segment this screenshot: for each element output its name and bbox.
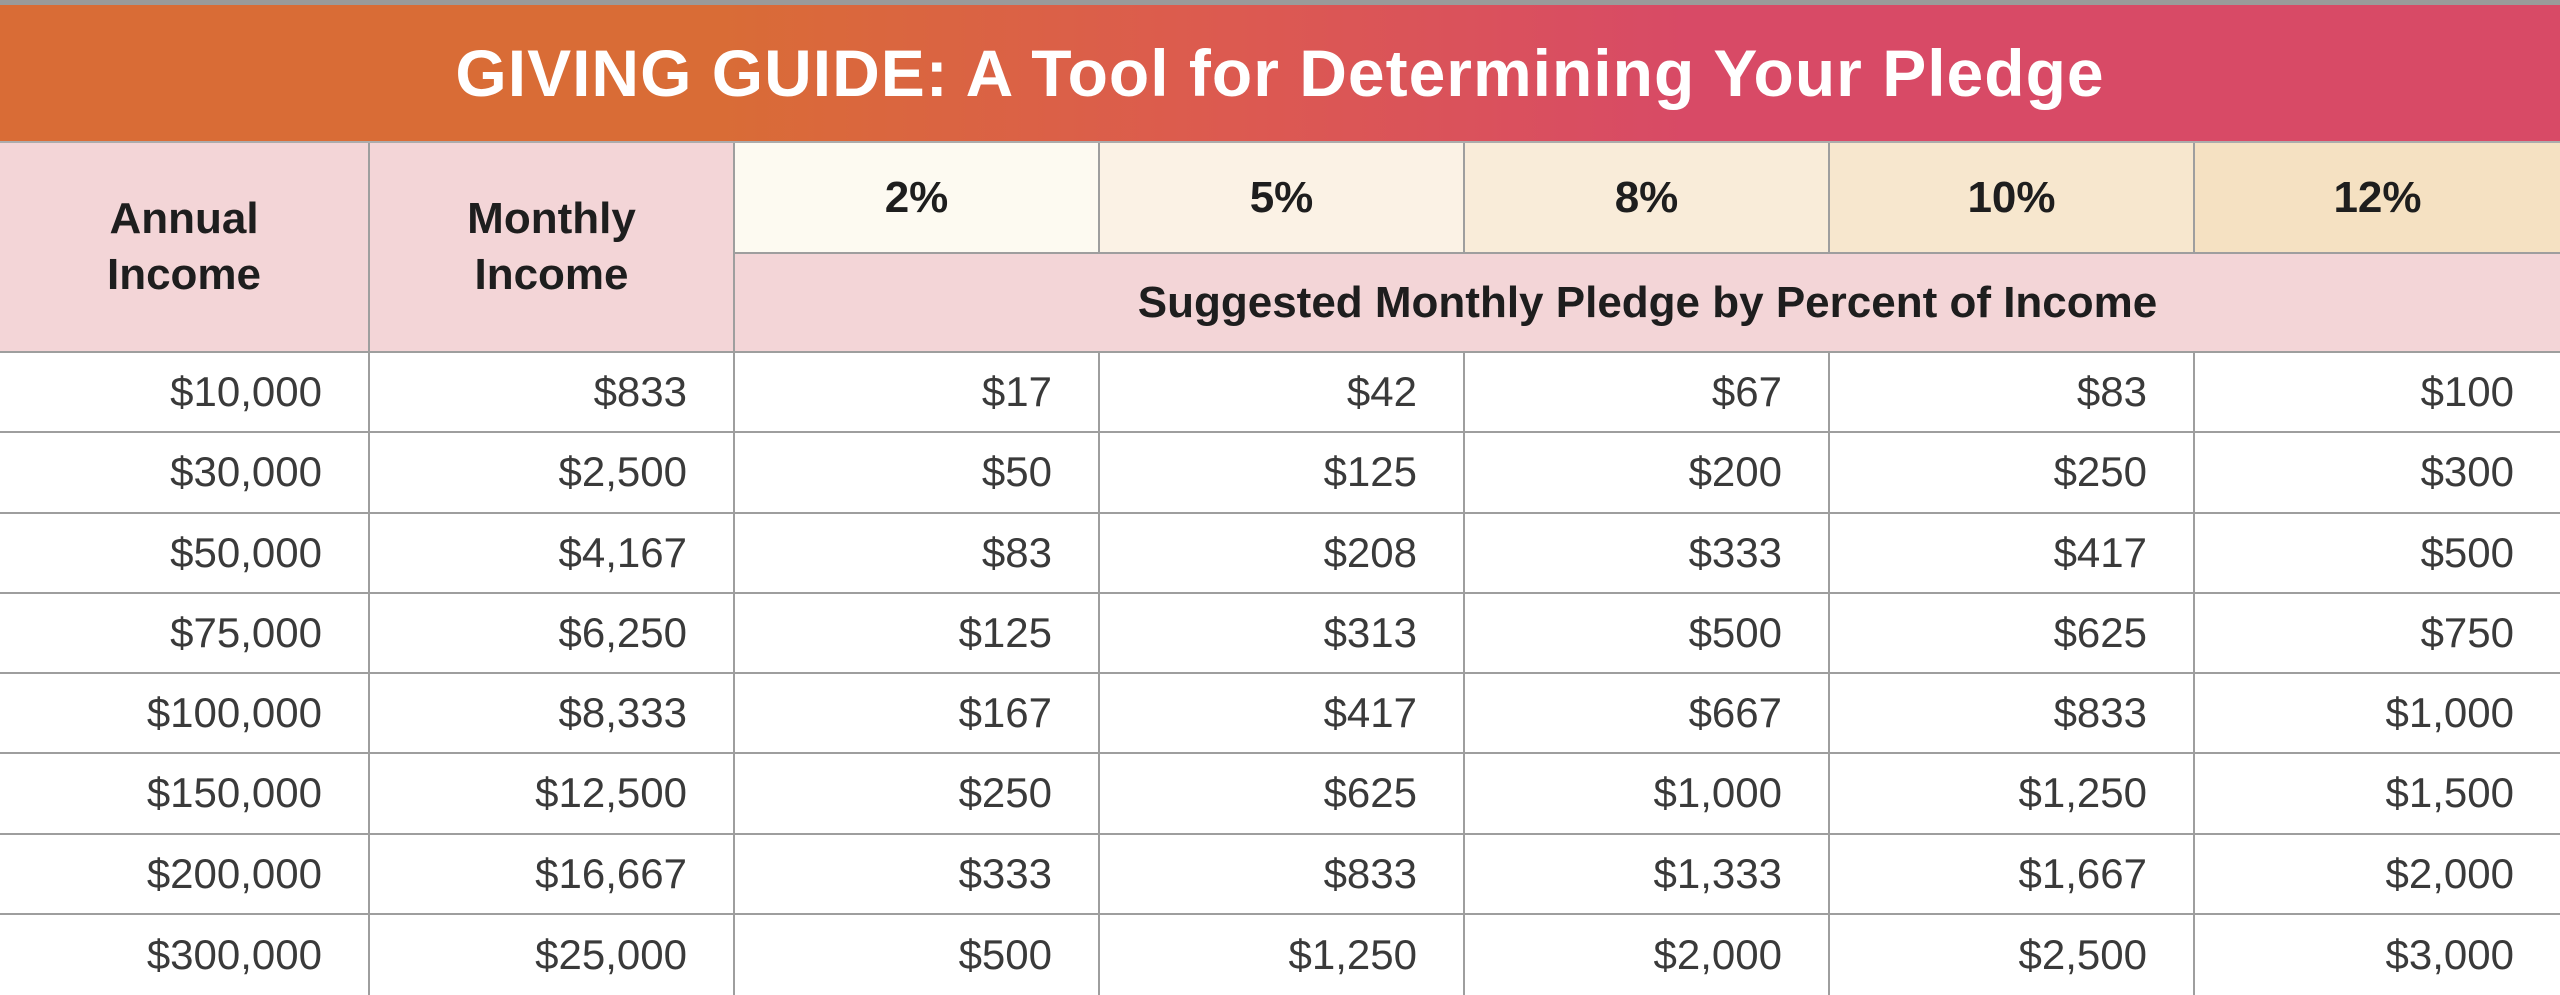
table-cell: $500: [735, 914, 1100, 995]
col-header-monthly-income: Monthly Income: [370, 143, 735, 353]
table-cell: $16,667: [370, 834, 735, 915]
table-cell: $200,000: [0, 834, 370, 915]
table-cell: $1,333: [1465, 834, 1830, 915]
col-header-annual-income: Annual Income: [0, 143, 370, 353]
table-cell: $6,250: [370, 593, 735, 674]
table-cell: $150,000: [0, 754, 370, 835]
table-cell: $1,667: [1830, 834, 2195, 915]
table-cell: $4,167: [370, 513, 735, 594]
table-cell: $2,500: [370, 433, 735, 514]
col-header-2-percent: 2%: [735, 143, 1100, 254]
table-cell: $300: [2195, 433, 2560, 514]
table-cell: $50: [735, 433, 1100, 514]
table-cell: $625: [1100, 754, 1465, 835]
table-cell: $300,000: [0, 914, 370, 995]
table-cell: $667: [1465, 674, 1830, 755]
page-title: GIVING GUIDE: A Tool for Determining You…: [455, 36, 2105, 110]
table-cell: $2,000: [1465, 914, 1830, 995]
table-cell: $125: [735, 593, 1100, 674]
table-cell: $42: [1100, 353, 1465, 434]
col-header-5-percent: 5%: [1100, 143, 1465, 254]
table-cell: $83: [1830, 353, 2195, 434]
table-cell: $25,000: [370, 914, 735, 995]
pledge-table: Annual Income Monthly Income 2% 5% 8% 10…: [0, 143, 2560, 995]
table-cell: $1,250: [1100, 914, 1465, 995]
table-cell: $208: [1100, 513, 1465, 594]
table-cell: $100,000: [0, 674, 370, 755]
banner: GIVING GUIDE: A Tool for Determining You…: [0, 5, 2560, 143]
table-cell: $12,500: [370, 754, 735, 835]
table-cell: $500: [2195, 513, 2560, 594]
table-cell: $75,000: [0, 593, 370, 674]
subtitle-header: Suggested Monthly Pledge by Percent of I…: [735, 254, 2560, 353]
table-cell: $50,000: [0, 513, 370, 594]
table-cell: $2,500: [1830, 914, 2195, 995]
table-cell: $500: [1465, 593, 1830, 674]
table-cell: $200: [1465, 433, 1830, 514]
table-cell: $1,250: [1830, 754, 2195, 835]
table-cell: $125: [1100, 433, 1465, 514]
table-cell: $3,000: [2195, 914, 2560, 995]
table-cell: $17: [735, 353, 1100, 434]
table-cell: $100: [2195, 353, 2560, 434]
col-header-12-percent: 12%: [2195, 143, 2560, 254]
table-cell: $1,000: [1465, 754, 1830, 835]
table-cell: $67: [1465, 353, 1830, 434]
table-cell: $833: [1100, 834, 1465, 915]
table-cell: $833: [1830, 674, 2195, 755]
table-cell: $8,333: [370, 674, 735, 755]
top-border-strip: [0, 0, 2560, 5]
table-cell: $83: [735, 513, 1100, 594]
table-cell: $10,000: [0, 353, 370, 434]
table-cell: $250: [735, 754, 1100, 835]
table-cell: $2,000: [2195, 834, 2560, 915]
table-cell: $30,000: [0, 433, 370, 514]
table-cell: $1,500: [2195, 754, 2560, 835]
table-cell: $250: [1830, 433, 2195, 514]
table-cell: $167: [735, 674, 1100, 755]
table-cell: $313: [1100, 593, 1465, 674]
table-cell: $1,000: [2195, 674, 2560, 755]
col-header-8-percent: 8%: [1465, 143, 1830, 254]
table-cell: $333: [735, 834, 1100, 915]
table-cell: $625: [1830, 593, 2195, 674]
table-cell: $750: [2195, 593, 2560, 674]
table-cell: $417: [1830, 513, 2195, 594]
col-header-10-percent: 10%: [1830, 143, 2195, 254]
table-cell: $417: [1100, 674, 1465, 755]
table-cell: $333: [1465, 513, 1830, 594]
table-cell: $833: [370, 353, 735, 434]
